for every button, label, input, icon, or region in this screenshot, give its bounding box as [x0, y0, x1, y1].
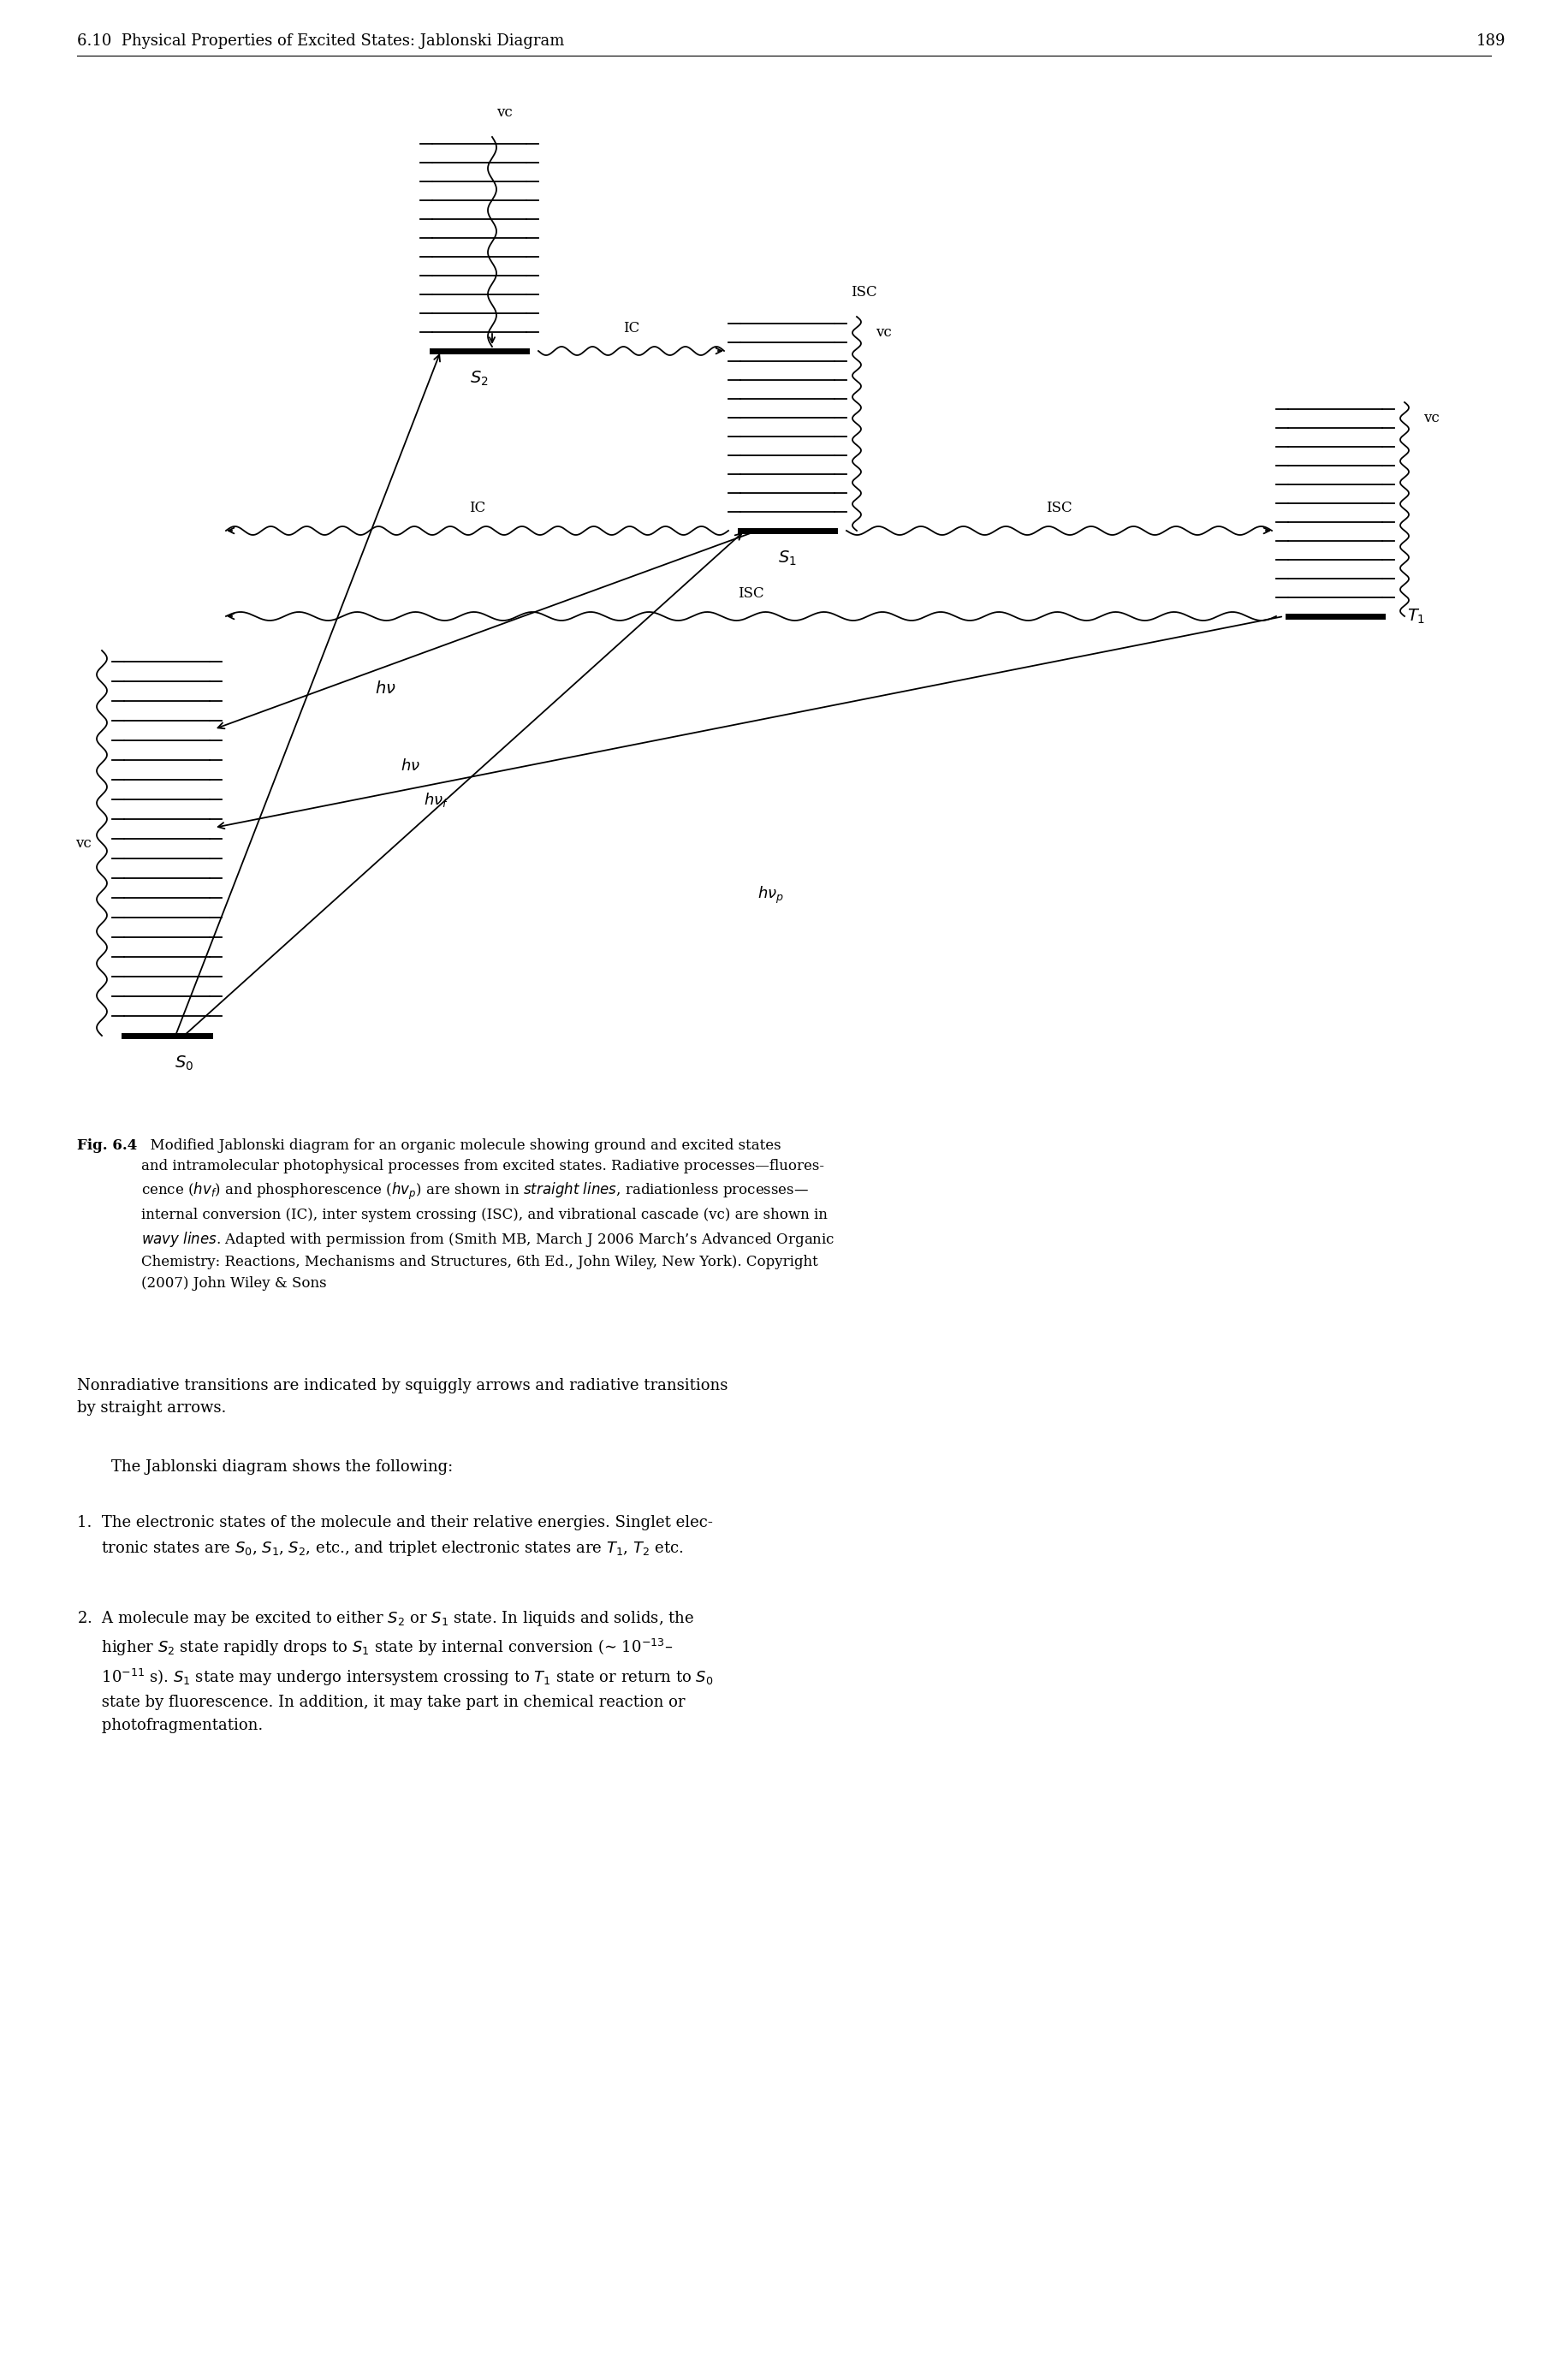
Text: Modified Jablonski diagram for an organic molecule showing ground and excited st: Modified Jablonski diagram for an organi…: [141, 1138, 836, 1290]
Text: $S_2$: $S_2$: [470, 371, 489, 387]
Text: 6.10  Physical Properties of Excited States: Jablonski Diagram: 6.10 Physical Properties of Excited Stat…: [77, 33, 564, 50]
Text: $h\nu_p$: $h\nu_p$: [757, 884, 784, 905]
Text: $S_0$: $S_0$: [174, 1055, 193, 1072]
Text: IC: IC: [469, 501, 486, 516]
Text: $h\nu$: $h\nu$: [401, 758, 420, 775]
Text: ISC: ISC: [851, 285, 877, 299]
Text: 2.  A molecule may be excited to either $S_2$ or $S_1$ state. In liquids and sol: 2. A molecule may be excited to either $…: [77, 1609, 713, 1732]
Text: $h\nu_f$: $h\nu_f$: [423, 791, 448, 808]
Text: 1.  The electronic states of the molecule and their relative energies. Singlet e: 1. The electronic states of the molecule…: [77, 1516, 713, 1556]
Text: ISC: ISC: [739, 587, 764, 601]
Text: $S_1$: $S_1$: [778, 549, 797, 568]
Text: $h\nu$: $h\nu$: [375, 680, 395, 696]
Text: vc: vc: [497, 105, 513, 119]
Text: The Jablonski diagram shows the following:: The Jablonski diagram shows the followin…: [111, 1459, 453, 1475]
Text: Nonradiative transitions are indicated by squiggly arrows and radiative transiti: Nonradiative transitions are indicated b…: [77, 1378, 728, 1416]
Text: vc: vc: [1424, 411, 1439, 425]
Text: $T_1$: $T_1$: [1406, 608, 1425, 625]
Text: ISC: ISC: [1046, 501, 1073, 516]
Text: IC: IC: [622, 321, 640, 335]
Text: vc: vc: [75, 836, 91, 851]
Text: Fig. 6.4: Fig. 6.4: [77, 1138, 136, 1152]
Text: vc: vc: [875, 326, 892, 340]
Text: 189: 189: [1475, 33, 1505, 50]
